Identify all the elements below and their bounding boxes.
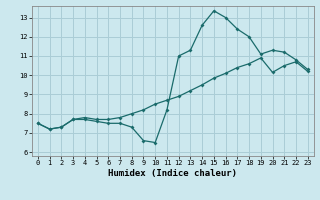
- X-axis label: Humidex (Indice chaleur): Humidex (Indice chaleur): [108, 169, 237, 178]
